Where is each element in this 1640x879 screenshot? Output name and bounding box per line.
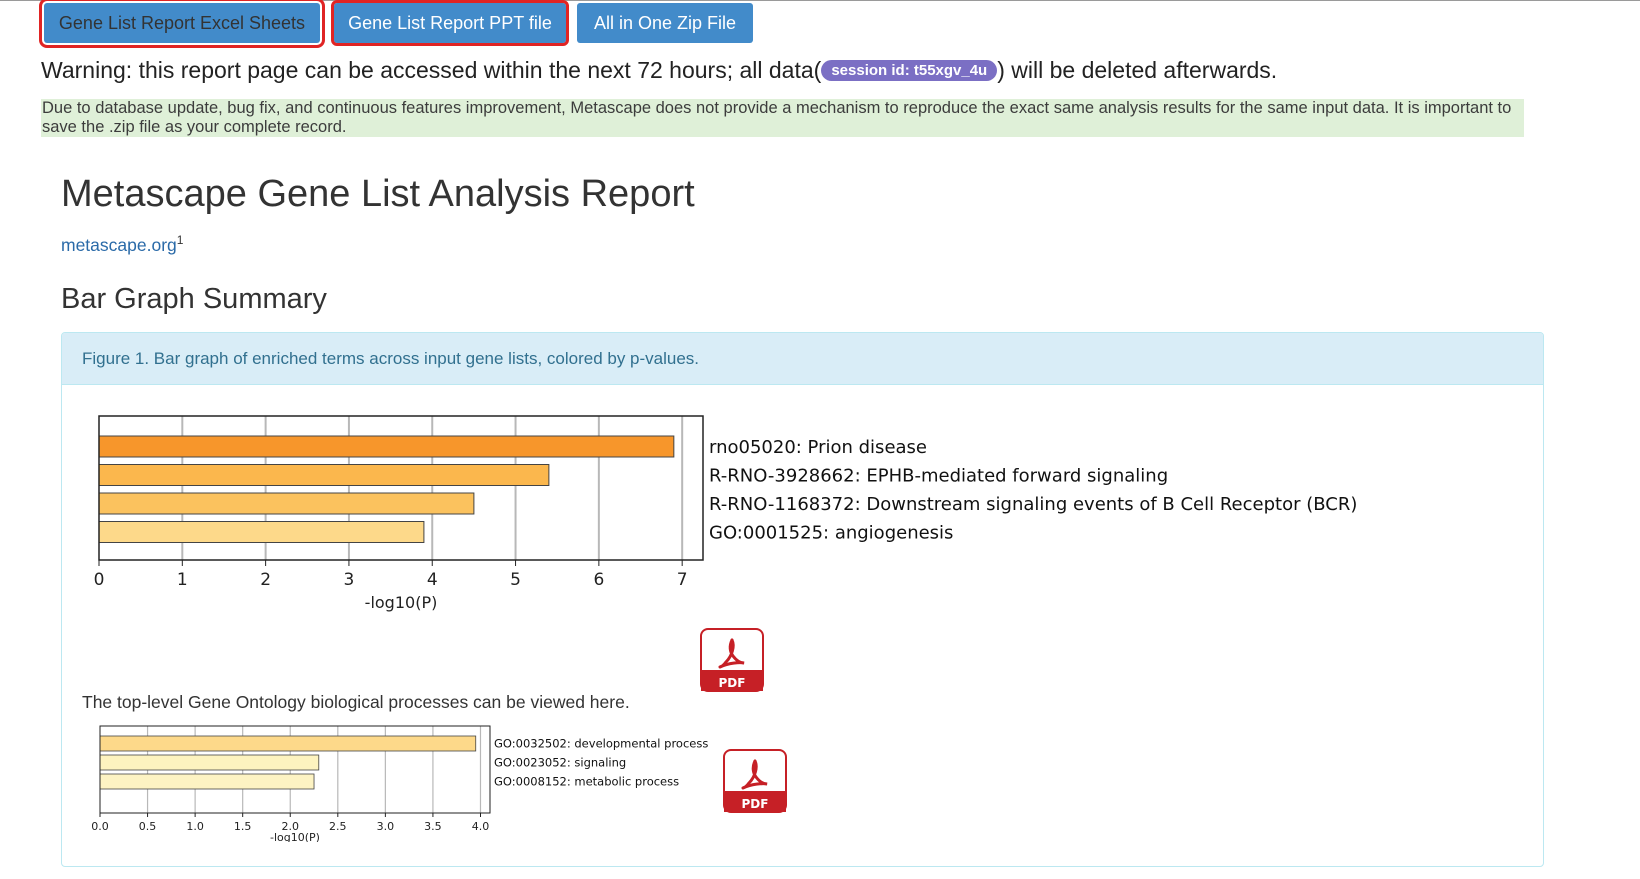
- bar-label: GO:0001525: angiogenesis: [709, 522, 953, 543]
- plot-frame: [98, 415, 704, 561]
- x-tick-label: 2.5: [329, 820, 347, 833]
- metascape-link-wrap: metascape.org1: [61, 233, 183, 256]
- bar: [99, 773, 315, 790]
- x-axis-label: -log10(P): [365, 593, 438, 612]
- bar: [98, 521, 425, 543]
- x-tick-label: 0: [94, 570, 105, 590]
- x-axis-label: -log10(P): [270, 831, 320, 842]
- bar-label: GO:0023052: signaling: [494, 756, 626, 770]
- plot-frame: [99, 725, 491, 814]
- figure-caption: Figure 1. Bar graph of enriched terms ac…: [62, 333, 1543, 385]
- page-title: Metascape Gene List Analysis Report: [61, 173, 695, 215]
- x-tick-label: 4: [427, 570, 438, 590]
- pdf-label: PDF: [719, 676, 746, 690]
- bar-chart-go-processes: GO:0032502: developmental process GO:0023…: [91, 725, 708, 842]
- ppt-file-button[interactable]: Gene List Report PPT file: [331, 0, 569, 46]
- figure-panel: Figure 1. Bar graph of enriched terms ac…: [61, 332, 1544, 867]
- bar: [98, 435, 675, 458]
- warning-text: Warning: this report page can be accesse…: [41, 57, 1277, 84]
- bar: [99, 735, 477, 752]
- warning-prefix: Warning: this report page can be accesse…: [41, 57, 822, 83]
- link-footnote: 1: [176, 233, 184, 247]
- x-tick-label: 3: [344, 570, 355, 590]
- pdf-label-2: PDF: [742, 797, 769, 811]
- x-tick-label: 3.0: [377, 820, 395, 833]
- go-caption: The top-level Gene Ontology biological p…: [82, 692, 630, 712]
- x-tick-label: 0.5: [139, 820, 157, 833]
- notice-banner: Due to database update, bug fix, and con…: [41, 99, 1524, 137]
- bar-label: rno05020: Prion disease: [709, 437, 927, 458]
- x-tick-label: 6: [593, 570, 604, 590]
- bar-label: GO:0032502: developmental process: [494, 737, 708, 751]
- bar: [98, 464, 550, 486]
- x-tick-label: 2: [260, 570, 271, 590]
- x-tick-label: 1: [177, 570, 188, 590]
- x-tick-label: 3.5: [424, 820, 442, 833]
- x-tick-label: 7: [677, 570, 688, 590]
- excel-sheets-button[interactable]: Gene List Report Excel Sheets: [39, 0, 325, 48]
- session-badge: session id: t55xgv_4u: [821, 60, 998, 81]
- bar-label: R-RNO-3928662: EPHB-mediated forward sig…: [709, 465, 1168, 486]
- bar: [99, 754, 320, 771]
- x-tick-label: 1.0: [186, 820, 204, 833]
- warning-suffix: ) will be deleted afterwards.: [997, 57, 1278, 83]
- metascape-link[interactable]: metascape.org: [61, 234, 177, 255]
- pdf-download-icon-2[interactable]: PDF: [723, 749, 787, 813]
- x-tick-label: 0.0: [91, 820, 109, 833]
- section-title: Bar Graph Summary: [61, 283, 327, 315]
- bar: [98, 492, 475, 515]
- x-tick-label: 5: [510, 570, 521, 590]
- x-tick-label: 2.0: [281, 820, 299, 833]
- bar-chart-enriched-terms: rno05020: Prion disease R-RNO-3928662: EP…: [94, 415, 1357, 612]
- x-tick-label: 4.0: [472, 820, 490, 833]
- x-tick-label: 1.5: [234, 820, 252, 833]
- bar-label: GO:0008152: metabolic process: [494, 775, 679, 789]
- pdf-download-icon[interactable]: PDF: [700, 628, 764, 692]
- bar-label: R-RNO-1168372: Downstream signaling even…: [709, 494, 1357, 515]
- zip-file-button[interactable]: All in One Zip File: [577, 3, 753, 43]
